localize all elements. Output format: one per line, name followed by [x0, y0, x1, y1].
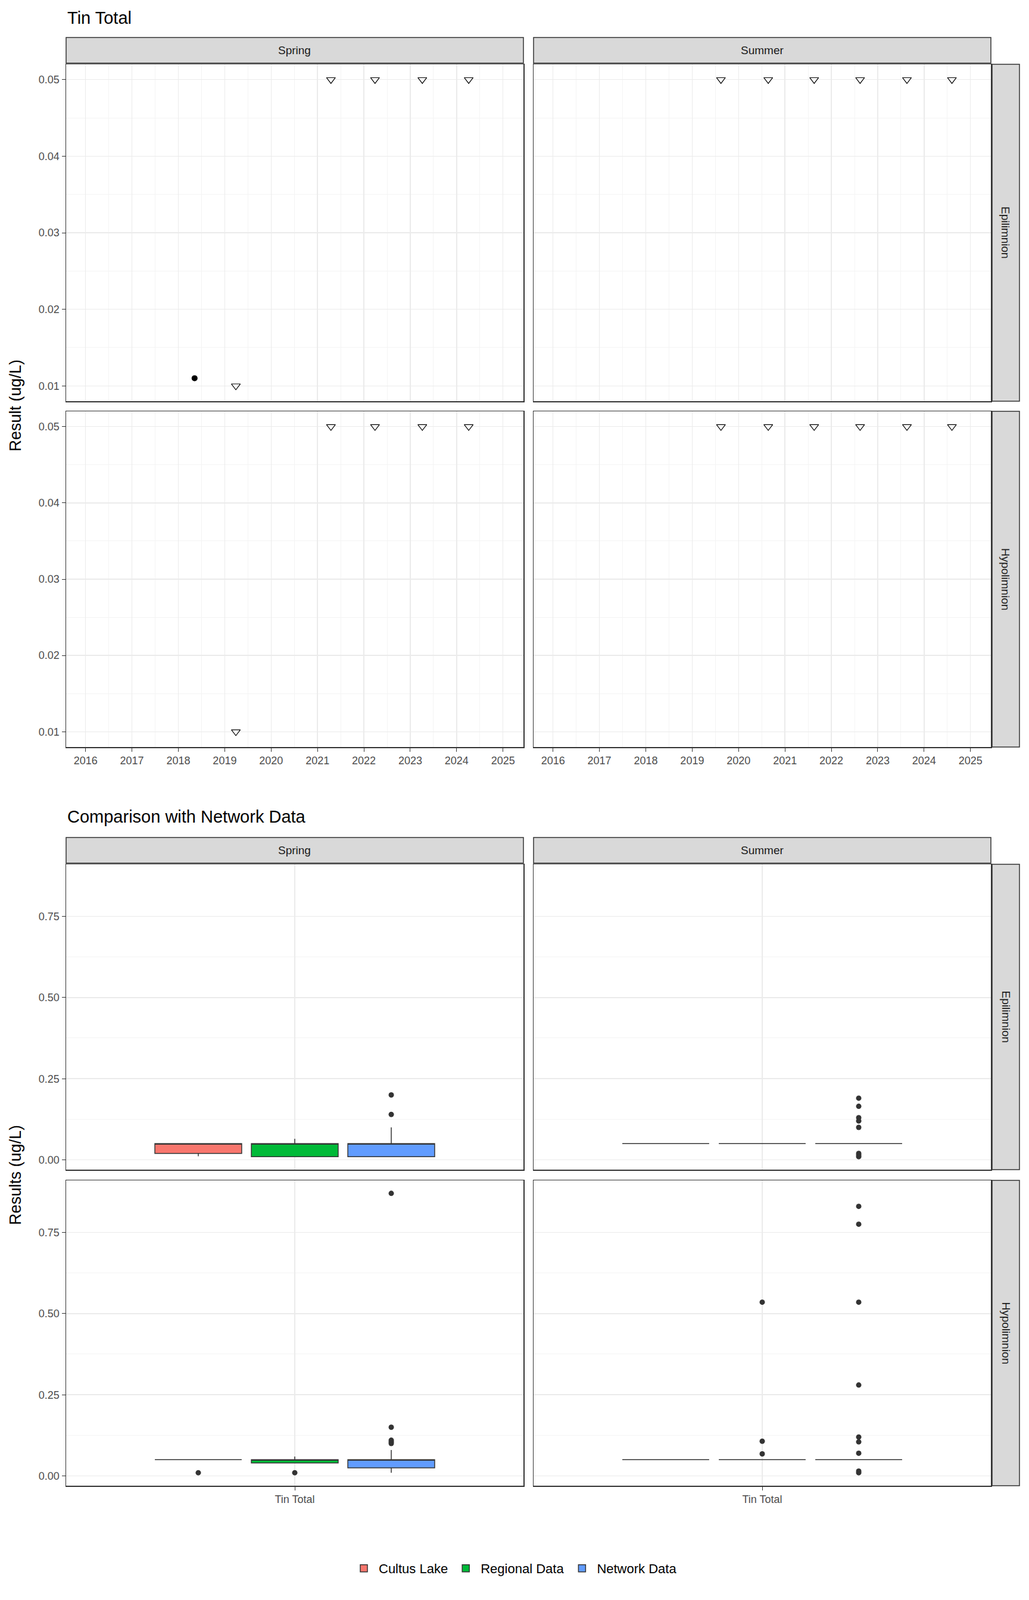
svg-text:Tin Total: Tin Total [274, 1494, 315, 1506]
svg-text:0.03: 0.03 [38, 226, 60, 239]
svg-text:0.04: 0.04 [38, 150, 60, 163]
svg-text:2021: 2021 [305, 755, 330, 767]
svg-text:0.05: 0.05 [38, 421, 60, 433]
svg-text:0.02: 0.02 [38, 303, 60, 316]
svg-text:2025: 2025 [491, 755, 516, 767]
svg-text:Spring: Spring [278, 844, 311, 857]
svg-text:0.50: 0.50 [38, 1308, 60, 1321]
svg-text:Comparison with Network Data: Comparison with Network Data [67, 807, 307, 827]
svg-text:0.75: 0.75 [38, 911, 60, 924]
svg-text:0.75: 0.75 [38, 1227, 60, 1240]
svg-text:2025: 2025 [958, 755, 983, 767]
svg-text:0.01: 0.01 [38, 726, 60, 739]
svg-text:Tin Total: Tin Total [67, 8, 132, 28]
svg-text:0.25: 0.25 [38, 1389, 60, 1402]
svg-text:2018: 2018 [166, 755, 190, 767]
svg-text:Hypolimnion: Hypolimnion [999, 548, 1012, 611]
svg-text:Regional Data: Regional Data [480, 1561, 564, 1577]
svg-text:Summer: Summer [740, 844, 784, 857]
svg-text:2016: 2016 [73, 755, 98, 767]
svg-text:2019: 2019 [680, 755, 704, 767]
svg-text:Summer: Summer [740, 44, 784, 57]
svg-text:Result (ug/L): Result (ug/L) [6, 359, 25, 452]
svg-text:2023: 2023 [398, 755, 423, 767]
svg-text:2023: 2023 [865, 755, 890, 767]
svg-text:2017: 2017 [587, 755, 612, 767]
svg-text:Results (ug/L): Results (ug/L) [6, 1125, 25, 1226]
svg-text:2018: 2018 [633, 755, 658, 767]
svg-text:0.01: 0.01 [38, 380, 60, 393]
svg-text:Epilimnion: Epilimnion [999, 206, 1012, 260]
svg-text:2019: 2019 [212, 755, 237, 767]
svg-text:2022: 2022 [819, 755, 844, 767]
svg-text:Epilimnion: Epilimnion [999, 991, 1013, 1044]
svg-text:Tin Total: Tin Total [741, 1494, 782, 1506]
svg-text:2024: 2024 [912, 755, 937, 767]
svg-text:0.02: 0.02 [38, 649, 60, 662]
svg-text:2016: 2016 [541, 755, 566, 767]
svg-text:0.00: 0.00 [38, 1470, 60, 1483]
svg-text:Cultus Lake: Cultus Lake [378, 1561, 448, 1577]
svg-text:2020: 2020 [259, 755, 283, 767]
svg-text:0.05: 0.05 [38, 73, 60, 86]
svg-text:0.25: 0.25 [38, 1073, 60, 1085]
svg-text:Hypolimnion: Hypolimnion [999, 1302, 1013, 1366]
svg-text:Network Data: Network Data [596, 1561, 677, 1577]
svg-text:0.04: 0.04 [38, 497, 60, 510]
svg-text:2022: 2022 [351, 755, 376, 767]
svg-text:0.00: 0.00 [38, 1154, 60, 1167]
svg-text:0.50: 0.50 [38, 992, 60, 1004]
svg-text:2017: 2017 [120, 755, 145, 767]
svg-text:2024: 2024 [444, 755, 469, 767]
svg-text:0.03: 0.03 [38, 573, 60, 586]
svg-text:2020: 2020 [726, 755, 751, 767]
svg-text:2021: 2021 [772, 755, 797, 767]
svg-text:Spring: Spring [278, 44, 311, 57]
